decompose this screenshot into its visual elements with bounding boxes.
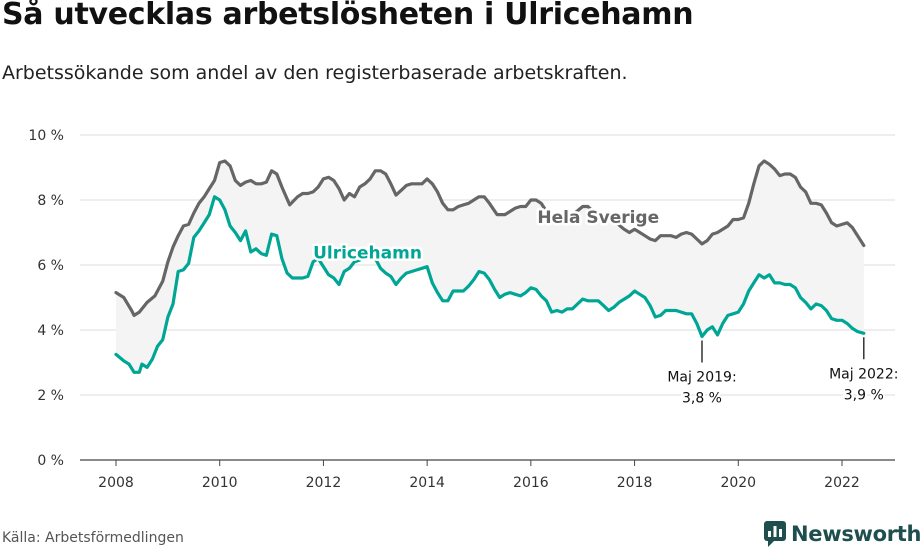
source-note: Källa: Arbetsförmedlingen [2,530,184,546]
annotation-text: 3,9 % [844,387,884,403]
series-lines [114,159,866,374]
x-tick-label: 2010 [202,475,238,491]
y-tick-label: 6 % [37,258,64,274]
y-tick-label: 2 % [37,388,64,404]
y-tick-label: 0 % [37,453,64,469]
y-tick-label: 10 % [28,128,64,144]
series-line-hela-sverige [114,159,866,317]
annotation-text: Maj 2022: [829,366,898,382]
area-between-series [116,161,864,373]
x-tick-label: 2014 [409,475,445,491]
x-tick-label: 2008 [98,475,134,491]
series-label-ulricehamn: Ulricehamn [313,244,422,264]
annotation-text: 3,8 % [682,391,722,407]
chart-subtitle: Arbetssökande som andel av den registerb… [2,62,628,84]
annotation-text: Maj 2019: [667,370,736,386]
x-tick-label: 2020 [720,475,756,491]
x-tick-label: 2012 [306,475,342,491]
y-tick-label: 8 % [37,193,64,209]
x-tick-label: 2016 [513,475,549,491]
series-line-ulricehamn [114,195,866,374]
logo-text: Newsworthy [791,522,920,546]
series-label-hela-sverige: Hela Sverige [537,208,659,228]
annotations: Maj 2019: 3,8 % Maj 2022: 3,9 % [665,337,900,409]
newsworthy-logo: Newsworthy [764,519,920,549]
y-axis: 0 % 2 % 4 % 6 % 8 % 10 % [28,128,64,469]
series-labels: Hela Sverige Ulricehamn [311,205,662,266]
chart-title: Så utvecklas arbetslösheten i Ulricehamn [2,0,694,32]
newsworthy-logo-icon [764,521,786,547]
x-tick-label: 2022 [824,475,860,491]
x-axis: 2008 2010 2012 2014 2016 2018 2020 2022 [98,460,860,491]
x-tick-label: 2018 [617,475,653,491]
y-tick-label: 4 % [37,323,64,339]
